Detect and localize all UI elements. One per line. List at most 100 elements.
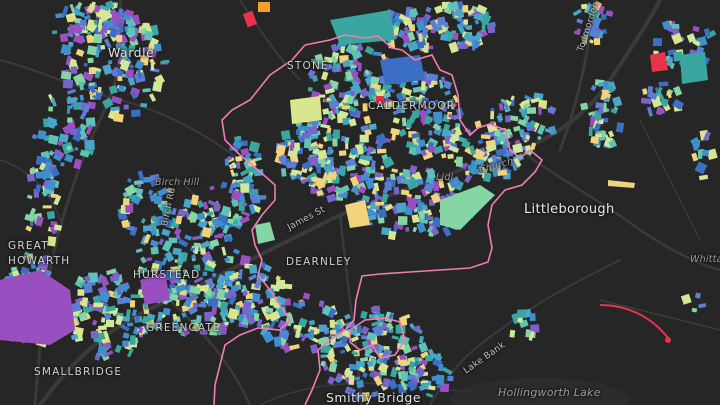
building-footprint — [169, 284, 176, 289]
building-footprint — [317, 149, 328, 160]
building-footprint — [177, 208, 187, 218]
building-footprint — [409, 322, 415, 330]
building-footprint — [142, 88, 151, 93]
building-footprint — [79, 109, 88, 120]
building-footprint — [148, 189, 154, 196]
building-footprint — [50, 193, 59, 199]
building-footprint — [371, 391, 379, 398]
building-footprint — [400, 189, 410, 196]
building-footprint — [93, 302, 104, 308]
building-footprint — [174, 278, 182, 284]
building-footprint — [320, 354, 328, 358]
building-footprint — [351, 44, 359, 51]
building-footprint — [358, 366, 366, 373]
building-footprint — [116, 297, 127, 305]
building-footprint — [116, 34, 123, 43]
building-footprint — [347, 389, 353, 395]
building-footprint — [402, 42, 408, 48]
building-footprint — [40, 168, 53, 181]
place-label-littleborough: Littleborough — [524, 202, 615, 217]
building-footprint — [128, 225, 135, 231]
building-footprint — [87, 57, 94, 64]
building-footprint — [359, 87, 370, 98]
building-footprint — [28, 207, 37, 218]
building-footprint — [414, 367, 426, 377]
building-footprint — [388, 312, 394, 320]
place-label-whittaker: Whitta — [690, 254, 720, 265]
building-footprint — [391, 168, 399, 173]
building-footprint — [647, 85, 654, 94]
building-footprint — [73, 158, 82, 170]
building-footprint — [544, 128, 554, 134]
building-footprint — [138, 326, 144, 334]
building-footprint — [332, 340, 343, 349]
place-label-caldermoor: CALDERMOOR — [368, 100, 456, 112]
building-footprint — [318, 300, 325, 308]
building-footprint — [120, 323, 130, 332]
building-footprint — [175, 284, 186, 293]
building-footprint — [71, 302, 82, 313]
building-footprint — [338, 110, 349, 117]
building-footprint — [314, 53, 325, 65]
building-footprint — [224, 158, 230, 166]
building-footprint — [310, 187, 316, 194]
building-footprint — [50, 97, 57, 107]
building-footprint — [296, 129, 301, 135]
building-footprint — [230, 169, 235, 177]
building-footprint — [134, 59, 145, 70]
building-footprint — [602, 117, 609, 123]
building-footprint — [418, 357, 423, 362]
building-footprint — [336, 168, 342, 175]
building-footprint — [31, 133, 38, 140]
building-footprint — [161, 217, 168, 224]
building-footprint — [72, 72, 86, 86]
building-footprint — [397, 216, 408, 226]
building-footprint — [455, 156, 463, 167]
building-footprint — [370, 305, 381, 314]
building-footprint — [244, 151, 252, 160]
building-footprint — [98, 290, 111, 303]
building-footprint — [133, 179, 144, 186]
building-footprint — [211, 272, 217, 278]
building-footprint — [239, 215, 250, 225]
building-footprint — [221, 181, 228, 188]
building-footprint — [588, 7, 599, 17]
building-footprint — [590, 136, 600, 145]
building-footprint — [376, 133, 388, 146]
building-footprint — [116, 70, 124, 77]
building-footprint — [528, 330, 535, 341]
building-footprint — [490, 109, 495, 120]
building-footprint — [520, 98, 531, 106]
building-footprint — [381, 203, 389, 209]
building-footprint — [705, 29, 717, 39]
building-footprint — [91, 66, 101, 72]
building-footprint — [111, 68, 119, 77]
building-footprint — [207, 211, 214, 216]
building-footprint — [433, 111, 443, 122]
building-footprint — [405, 226, 410, 232]
building-footprint — [665, 57, 674, 67]
building-footprint — [161, 257, 168, 266]
building-footprint — [394, 14, 404, 23]
building-footprint — [200, 240, 211, 249]
building-footprint — [658, 81, 669, 87]
building-footprint — [238, 195, 246, 203]
building-footprint — [183, 198, 192, 209]
building-footprint — [483, 172, 492, 183]
building-footprint — [409, 95, 419, 106]
building-footprint — [397, 359, 408, 365]
building-footprint — [406, 19, 413, 29]
building-footprint — [136, 189, 142, 195]
building-footprint — [703, 131, 711, 142]
building-footprint — [328, 93, 337, 104]
building-footprint — [119, 59, 131, 72]
building-footprint — [373, 375, 383, 387]
building-footprint — [94, 19, 98, 25]
building-footprint — [426, 167, 437, 180]
building-footprint — [227, 282, 233, 287]
building-footprint — [79, 129, 88, 139]
building-footprint — [486, 23, 495, 30]
building-footprint — [168, 292, 179, 302]
